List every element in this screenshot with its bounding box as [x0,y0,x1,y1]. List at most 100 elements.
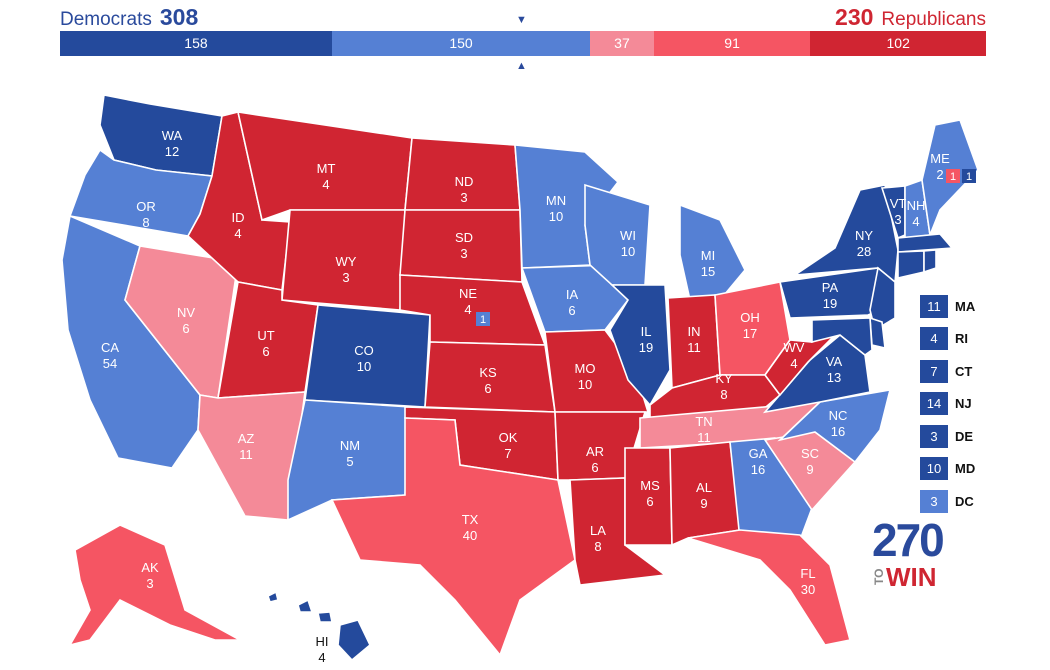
state-label-MS: MS 6 [640,478,660,509]
small-state-ev-box: 14 [920,392,948,416]
state-ev-WV: 4 [790,356,797,371]
majority-marker-bottom-icon: ▲ [516,60,527,72]
state-abbr-AR: AR [586,444,604,459]
state-label-SD: SD 3 [455,230,473,261]
state-label-NC: NC 16 [829,408,848,439]
small-state-DC[interactable]: 3 DC [920,485,975,518]
state-label-NH: NH 4 [907,198,926,229]
state-NJ[interactable] [869,266,896,332]
state-AK[interactable] [68,524,241,647]
small-state-ev-box: 3 [920,489,948,513]
state-label-IL: IL 19 [639,324,653,355]
state-WI[interactable] [584,183,651,286]
state-ev-NC: 16 [831,424,845,439]
state-abbr-OH: OH [740,310,760,325]
state-abbr-SD: SD [455,230,473,245]
state-ev-NY: 28 [857,244,871,259]
state-abbr-WI: WI [620,228,636,243]
state-GA[interactable] [729,437,819,541]
state-abbr-IN: IN [688,324,701,339]
state-ev-SD: 3 [460,246,467,261]
state-MD[interactable] [811,317,873,357]
small-state-NJ[interactable]: 14 NJ [920,388,975,421]
state-abbr-WY: WY [336,254,357,269]
state-abbr-AK: AK [141,560,159,575]
state-CT[interactable] [897,250,925,280]
electoral-vote-bar: 158 150 37 91 102 [60,31,986,56]
small-state-MD[interactable]: 10 MD [920,453,975,486]
state-ev-AL: 9 [700,496,707,511]
state-abbr-VT: VT [890,196,907,211]
state-label-AZ: AZ 11 [238,431,255,462]
state-NY[interactable] [792,184,899,284]
small-states-legend: 11 MA 4 RI 7 CT 14 NJ 3 DE 10 MD 3 DC [920,290,975,518]
state-AZ[interactable] [197,391,306,521]
state-abbr-KS: KS [479,365,497,380]
nebraska-district-box[interactable]: 1 [476,312,490,326]
state-ev-PA: 19 [823,296,837,311]
state-abbr-NY: NY [855,228,873,243]
small-state-CT[interactable]: 7 CT [920,355,975,388]
270towin-logo: 270 TOWIN [872,517,945,593]
ne-district-1-box [476,312,490,326]
state-ev-UT: 6 [262,344,269,359]
state-ev-ID: 4 [234,226,241,241]
state-IL[interactable] [609,284,671,407]
small-state-DE[interactable]: 3 DE [920,420,975,453]
small-state-abbr: DE [955,428,974,444]
bar-segment-safe_dem: 158 [60,31,332,56]
state-label-AL: AL 9 [696,480,712,511]
small-state-MA[interactable]: 11 MA [920,290,975,323]
state-MS[interactable] [624,447,673,546]
state-abbr-ME: ME [930,151,950,166]
state-abbr-NM: NM [340,438,360,453]
state-ev-MI: 15 [701,264,715,279]
state-ev-TX: 40 [463,528,477,543]
state-abbr-FL: FL [800,566,815,581]
state-label-AR: AR 6 [586,444,604,475]
state-abbr-SC: SC [801,446,819,461]
maine-district-boxes[interactable]: 1 1 [946,169,976,183]
state-abbr-LA: LA [590,523,606,538]
state-RI[interactable] [923,249,937,274]
state-ev-GA: 16 [751,462,765,477]
small-state-ev-box: 10 [920,457,948,481]
democrats-total: 308 [159,4,199,30]
state-abbr-CO: CO [354,343,374,358]
bar-segment-lean_rep: 91 [653,31,811,56]
state-FL[interactable] [687,529,851,646]
state-ev-WY: 3 [342,270,349,285]
me-district-2-box [946,169,960,183]
state-HI[interactable] [267,590,371,662]
state-label-MO: MO 10 [575,361,596,392]
state-label-VT: VT 3 [890,196,907,227]
small-state-ev-box: 7 [920,359,948,383]
state-ev-MN: 10 [549,209,563,224]
state-label-MN: MN 10 [546,193,566,224]
logo-to: TO [872,568,886,585]
state-label-IN: IN 11 [687,324,701,355]
state-ev-NE: 4 [464,302,471,317]
state-MA[interactable] [897,233,954,253]
state-ev-IL: 19 [639,340,653,355]
state-TX[interactable] [330,417,576,657]
state-label-CA: CA 54 [101,340,119,371]
state-label-NM: NM 5 [340,438,360,469]
democrats-header: Democrats 308 [60,4,206,33]
state-ev-FL: 30 [801,582,815,597]
state-ev-AK: 3 [146,576,153,591]
state-ev-MT: 4 [322,177,329,192]
state-ev-AZ: 11 [239,447,253,462]
democrats-label: Democrats [60,9,152,30]
republicans-header: 230 Republicans [827,4,986,33]
state-abbr-GA: GA [749,446,768,461]
state-ev-ND: 3 [460,190,467,205]
small-state-RI[interactable]: 4 RI [920,323,975,356]
state-label-VA: VA 13 [826,354,843,385]
state-label-OR: OR 8 [136,199,156,230]
state-ev-IN: 11 [687,340,701,355]
state-abbr-TX: TX [462,512,479,527]
state-abbr-MT: MT [317,161,336,176]
state-ev-VA: 13 [827,370,841,385]
